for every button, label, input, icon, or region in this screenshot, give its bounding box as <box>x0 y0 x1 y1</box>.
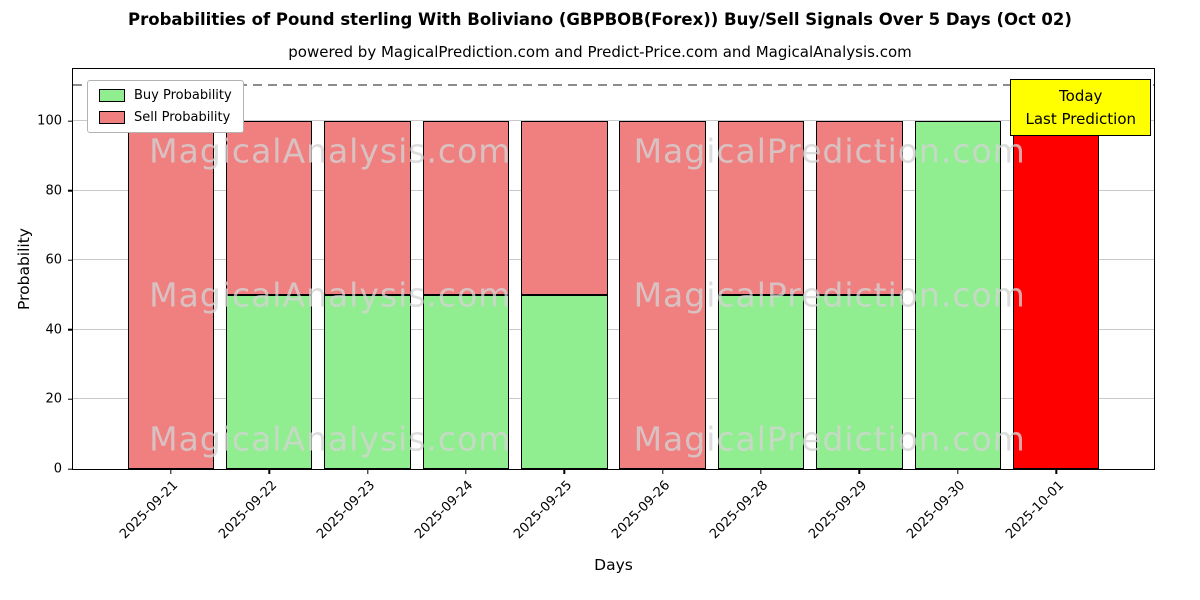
x-tick-label: 2025-09-24 <box>412 478 477 543</box>
legend-entry: Buy Probability <box>99 88 232 103</box>
watermark-text: MagicalAnalysis.com <box>149 131 512 171</box>
watermark-text: MagicalPrediction.com <box>633 419 1026 459</box>
x-tick-mark <box>563 469 566 474</box>
today-bar-segment <box>1012 121 1100 469</box>
y-tick-mark <box>68 398 73 401</box>
bar-segment <box>816 121 903 296</box>
bar-segment <box>619 121 706 469</box>
bar-segment <box>422 121 510 296</box>
plot-area: MagicalAnalysis.com MagicalPrediction.com… <box>37 68 1155 542</box>
chart-title: Probabilities of Pound sterling With Bol… <box>128 10 1072 29</box>
bar-segment <box>422 295 510 469</box>
x-axis-label: Days <box>594 556 633 574</box>
bar-segment <box>816 295 903 469</box>
bar-segment <box>717 295 805 469</box>
x-tick-mark <box>661 469 664 474</box>
gridline <box>73 328 1154 330</box>
legend-label: Sell Probability <box>134 110 231 125</box>
x-tick-mark <box>957 469 959 474</box>
today-annotation: Today Last Prediction <box>1010 79 1151 136</box>
watermark-text: MagicalPrediction.com <box>633 131 1026 171</box>
y-tick-mark <box>68 120 73 122</box>
legend: Buy Probability Sell Probability <box>87 80 244 133</box>
y-tick-mark <box>68 190 73 192</box>
gridline <box>73 259 1154 261</box>
x-tick-label: 2025-09-21 <box>117 478 182 543</box>
bar-segment <box>324 121 411 296</box>
x-tick-label: 2025-09-30 <box>904 478 969 543</box>
watermark-text: MagicalPrediction.com <box>633 275 1026 315</box>
x-tick-label: 2025-09-28 <box>707 478 772 543</box>
today-annotation-line1: Today <box>1059 87 1103 105</box>
bar-segment <box>225 121 313 296</box>
x-tick-mark <box>268 469 270 474</box>
x-tick-mark <box>1055 469 1057 474</box>
y-tick-mark <box>68 468 73 470</box>
gridline <box>73 398 1154 400</box>
y-tick-label: 40 <box>45 322 62 338</box>
y-tick-label: 60 <box>45 252 62 268</box>
x-tick-mark <box>170 469 172 474</box>
x-tick-label: 2025-09-25 <box>510 478 575 543</box>
x-tick-mark <box>465 469 467 474</box>
bar-segment <box>324 295 411 469</box>
bar-segment <box>225 295 313 469</box>
x-tick-mark <box>858 469 861 474</box>
gridline <box>73 189 1154 191</box>
gridline <box>73 120 1154 122</box>
y-tick-label: 20 <box>45 391 62 407</box>
y-tick-label: 100 <box>37 113 62 129</box>
legend-color-patch <box>99 111 125 124</box>
bar-segment <box>521 295 608 469</box>
threshold-dashed-line <box>73 84 1154 87</box>
legend-label: Buy Probability <box>134 88 232 103</box>
y-tick-label: 80 <box>45 183 62 199</box>
y-axis-label: Probability <box>15 228 33 310</box>
watermark-text: MagicalAnalysis.com <box>149 419 512 459</box>
bar-segment <box>914 121 1002 469</box>
x-tick-label: 2025-09-23 <box>314 478 379 543</box>
legend-entry: Sell Probability <box>99 110 232 125</box>
y-tick-label: 0 <box>53 461 62 477</box>
today-annotation-line2: Last Prediction <box>1025 109 1136 128</box>
y-tick-mark <box>68 259 73 262</box>
x-tick-label: 2025-09-22 <box>215 478 280 543</box>
x-tick-mark <box>366 469 369 474</box>
x-tick-mark <box>760 469 762 474</box>
legend-color-patch <box>99 89 125 102</box>
bar-segment <box>521 121 608 296</box>
watermark-text: MagicalAnalysis.com <box>149 275 512 315</box>
x-tick-label: 2025-09-29 <box>805 478 871 543</box>
y-tick-mark <box>68 329 73 331</box>
chart-subtitle: powered by MagicalPrediction.com and Pre… <box>288 43 912 61</box>
x-tick-label: 2025-09-26 <box>609 478 674 543</box>
bar-segment <box>717 121 805 296</box>
x-tick-label: 2025-10-01 <box>1002 478 1067 543</box>
